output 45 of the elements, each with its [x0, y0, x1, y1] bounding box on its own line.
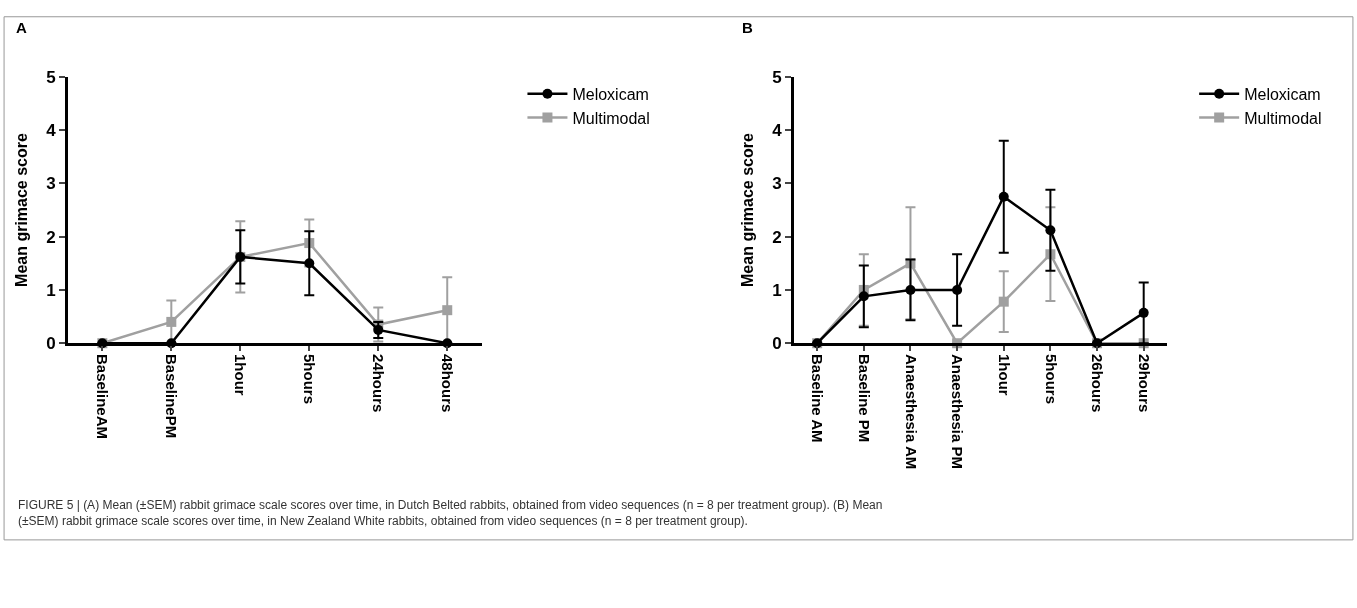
legend-label: Meloxicam: [1244, 85, 1321, 103]
x-tick-label: Baseline PM: [855, 353, 873, 443]
y-tick-label: 5: [772, 67, 782, 87]
point: [166, 316, 177, 327]
point: [952, 284, 963, 295]
y-tick-label: 0: [772, 334, 782, 354]
y-tick-label: 0: [46, 334, 56, 354]
y-axis-title: Mean grimace score: [739, 132, 757, 287]
chart-title: B: [742, 19, 753, 36]
y-tick-label: 3: [46, 174, 56, 194]
x-tick-label: 48hours: [439, 353, 457, 413]
point: [998, 191, 1009, 202]
legend-label: Multimodal: [572, 109, 650, 127]
point: [905, 284, 916, 295]
caption: FIGURE 5 | (A) Mean (±SEM) rabbit grimace scale scores over time, in Dutch Belted rabbits, obtained from video sequences (n = 8 per treatment group). (B) Mean (±SEM) rabbit grimace scale scores over time, in New Zealand White rabbits, obtained from video sequences (n = 8 per treatment group).: [18, 498, 883, 528]
x-tick-label: 1hour: [995, 353, 1013, 396]
point: [442, 305, 453, 316]
x-tick-label: 5hours: [1042, 353, 1060, 404]
x-tick-label: Baseline AM: [809, 353, 827, 443]
x-tick-label: Anaesthesia AM: [902, 353, 920, 470]
y-tick-label: 2: [772, 227, 782, 247]
x-tick-label: 26hours: [1089, 353, 1107, 413]
point: [858, 291, 869, 302]
y-tick-label: 5: [46, 67, 56, 87]
point: [1138, 307, 1149, 318]
x-tick-label: 24hours: [370, 353, 388, 413]
legend-label: Meloxicam: [572, 85, 649, 103]
x-tick-label: 1hour: [232, 353, 250, 396]
point: [1045, 225, 1056, 236]
point: [304, 258, 315, 269]
chart-title: A: [16, 19, 27, 36]
y-tick-label: 1: [46, 280, 56, 300]
x-tick-label: BaselineAM: [94, 353, 112, 439]
y-tick-label: 2: [46, 227, 56, 247]
y-tick-label: 4: [46, 121, 57, 141]
x-tick-label: Anaesthesia PM: [949, 353, 967, 470]
y-axis-title: Mean grimace score: [13, 132, 31, 287]
legend-label: Multimodal: [1244, 109, 1322, 127]
y-tick-label: 3: [772, 174, 782, 194]
x-tick-label: 5hours: [301, 353, 319, 404]
x-tick-label: BaselinePM: [163, 353, 181, 439]
y-tick-label: 1: [772, 280, 782, 300]
point: [998, 296, 1009, 307]
x-tick-label: 29hours: [1135, 353, 1153, 413]
y-tick-label: 4: [772, 121, 783, 141]
